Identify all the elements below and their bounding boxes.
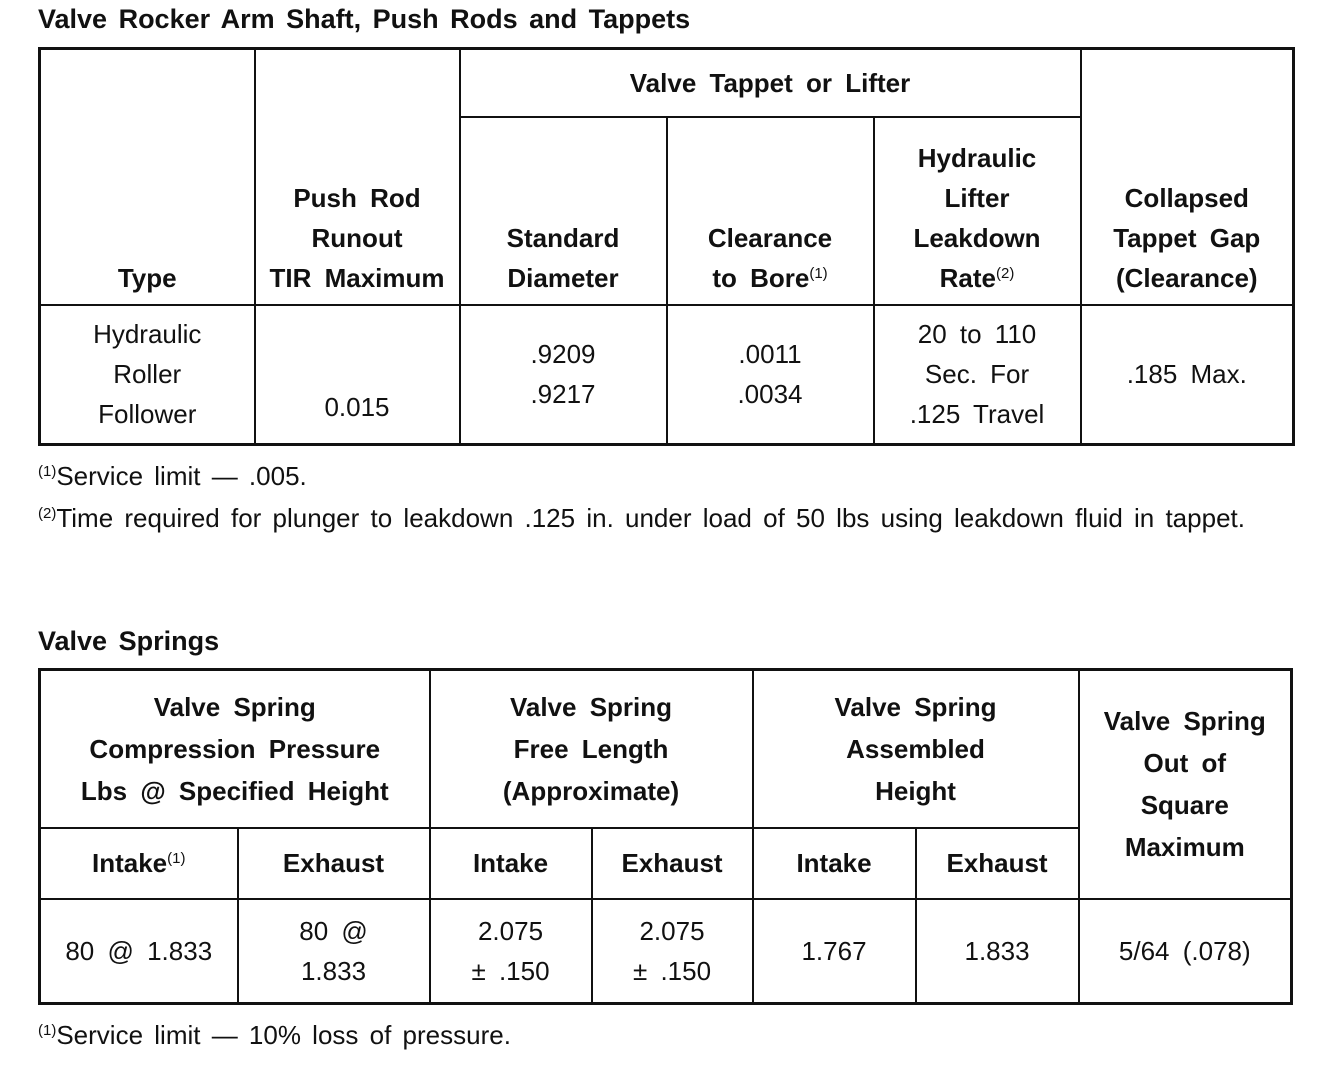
header-assembled-exhaust: Exhaust: [914, 826, 1080, 900]
header-text: Hydraulic Lifter Leakdown Rate: [913, 142, 1041, 293]
footnote-1: (1)Service limit — .005.: [38, 455, 1294, 497]
header-type: Type: [38, 47, 256, 306]
header-free-length: Valve Spring Free Length (Approximate): [428, 668, 754, 829]
header-text: Push Rod Runout TIR Maximum: [269, 182, 445, 293]
header-compression-pressure: Valve Spring Compression Pressure Lbs @ …: [38, 668, 431, 829]
header-text: Intake: [92, 848, 168, 878]
section-title-valve-springs: Valve Springs: [38, 626, 220, 656]
cell-compression-intake: 80 @ 1.833: [38, 897, 239, 1005]
header-text: Standard Diameter: [506, 222, 620, 293]
header-compression-intake: Intake(1): [38, 826, 239, 900]
header-out-of-square: Valve Spring Out of Square Maximum: [1077, 668, 1293, 900]
cell-leakdown-rate: 20 to 110 Sec. For .125 Travel: [872, 303, 1082, 446]
header-assembled-intake: Intake: [751, 826, 917, 900]
footnote-text: Service limit — 10% loss of pressure.: [56, 1020, 511, 1050]
header-text: Clearance to Bore: [707, 222, 833, 293]
footnote-ref: (1): [167, 850, 186, 867]
header-push-rod: Push Rod Runout TIR Maximum: [253, 47, 461, 306]
footnote-mark: (1): [38, 1022, 57, 1039]
rocker-arm-table: Type Push Rod Runout TIR Maximum Valve T…: [38, 47, 1296, 446]
footnote-mark: (1): [38, 463, 57, 480]
header-clearance: Clearance to Bore(1): [665, 115, 875, 306]
header-assembled-height: Valve Spring Assembled Height: [751, 668, 1080, 829]
header-text: Collapsed Tappet Gap (Clearance): [1113, 182, 1261, 293]
header-valve-tappet-group: Valve Tappet or Lifter: [458, 47, 1082, 118]
cell-free-length-intake: 2.075 ± .150: [428, 897, 593, 1005]
footnote-1: (1)Service limit — 10% loss of pressure.: [38, 1014, 1294, 1056]
footnote-2: (2)Time required for plunger to leakdown…: [38, 497, 1294, 539]
footnote-ref: (2): [996, 264, 1015, 282]
header-text: Type: [117, 262, 177, 293]
footnote-ref: (1): [809, 264, 828, 282]
footnotes-valve-springs: (1)Service limit — 10% loss of pressure.: [38, 1014, 1294, 1056]
cell-out-of-square: 5/64 (.078): [1077, 897, 1293, 1005]
cell-compression-exhaust: 80 @ 1.833: [236, 897, 431, 1005]
cell-clearance: .0011 .0034: [665, 303, 875, 446]
header-free-length-exhaust: Exhaust: [590, 826, 754, 900]
header-leakdown-rate: Hydraulic Lifter Leakdown Rate(2): [872, 115, 1082, 306]
header-standard-diameter: Standard Diameter: [458, 115, 668, 306]
footnotes-rocker-arm: (1)Service limit — .005. (2)Time require…: [38, 455, 1294, 539]
header-free-length-intake: Intake: [428, 826, 593, 900]
cell-push-rod: 0.015: [253, 303, 461, 446]
footnote-mark: (2): [38, 505, 57, 522]
cell-assembled-exhaust: 1.833: [914, 897, 1080, 1005]
footnote-text: Service limit — .005.: [56, 461, 307, 491]
cell-free-length-exhaust: 2.075 ± .150: [590, 897, 754, 1005]
valve-springs-table: Valve Spring Compression Pressure Lbs @ …: [38, 668, 1294, 1005]
cell-assembled-intake: 1.767: [751, 897, 917, 1005]
header-compression-exhaust: Exhaust: [236, 826, 431, 900]
footnote-text: Time required for plunger to leakdown .1…: [56, 503, 1245, 533]
section-title-rocker-arm: Valve Rocker Arm Shaft, Push Rods and Ta…: [38, 4, 691, 34]
cell-collapsed-gap: .185 Max.: [1079, 303, 1295, 446]
cell-type: Hydraulic Roller Follower: [38, 303, 256, 446]
cell-standard-diameter: .9209 .9217: [458, 303, 668, 446]
header-collapsed-gap: Collapsed Tappet Gap (Clearance): [1079, 47, 1295, 306]
